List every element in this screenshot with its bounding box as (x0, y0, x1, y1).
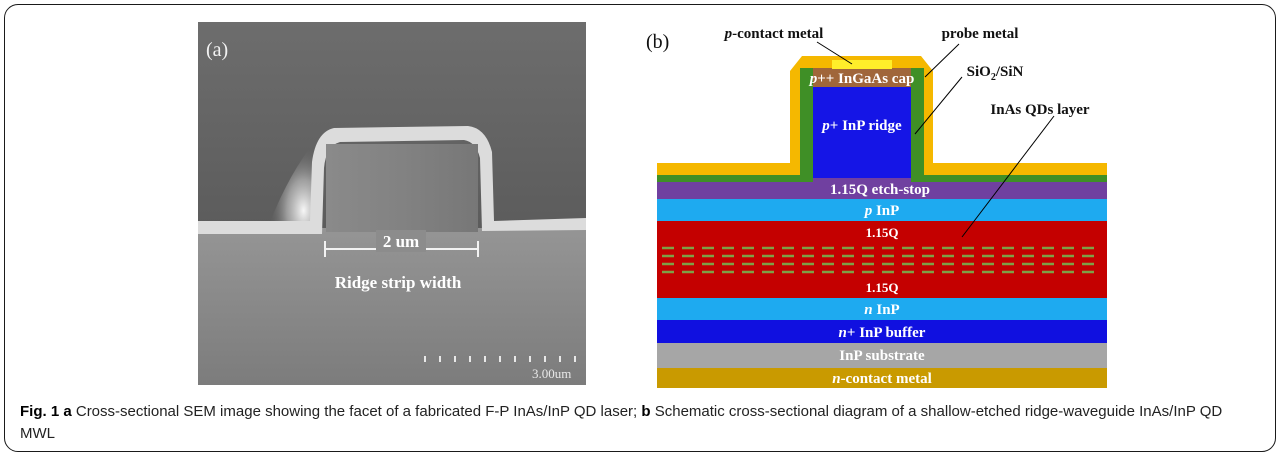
callout-sio2 (914, 76, 963, 135)
figure-caption: Fig. 1 a Cross-sectional SEM image showi… (20, 401, 1260, 445)
sem-coating (198, 126, 586, 234)
cap-label: p++ InGaAs cap (808, 71, 915, 87)
n-inp-layer (657, 298, 1107, 320)
caption-a-letter: a (63, 403, 72, 420)
p-contact-label: p-contact metal (723, 26, 824, 42)
sio2-right-wall (911, 68, 924, 180)
qd-dashes (662, 246, 1102, 274)
scale-label: 3.00um (532, 366, 571, 381)
q-top-label: 1.15Q (866, 225, 899, 240)
scale-bar (424, 356, 576, 362)
callout-probe (924, 43, 960, 78)
sem-ridge (326, 144, 478, 232)
q-layer (657, 221, 1107, 298)
caption-fig-label: Fig. 1 (20, 403, 60, 420)
substrate-label: InP substrate (839, 348, 925, 364)
buffer-layer (657, 320, 1107, 343)
caption-b-letter: b (641, 403, 651, 420)
substrate-layer-fix (657, 343, 1107, 368)
measure-label: 2 um (383, 232, 419, 251)
n-inp-label: n InP (864, 302, 899, 318)
caption-a-text: Cross-sectional SEM image showing the fa… (71, 403, 642, 420)
sem-image-panel: (a) 2 um Ridge strip width 3.00um (198, 22, 586, 385)
etch-stop-green-right (911, 175, 1107, 182)
sio2-left-wall (800, 68, 813, 180)
inp-ridge (813, 87, 911, 178)
etch-stop-green-left (657, 175, 813, 182)
p-inp-layer (657, 199, 1107, 221)
caption-b-text: Schematic cross-sectional diagram of a s… (20, 403, 1223, 442)
callout-qd (961, 115, 1055, 238)
buffer-label: n+ InP buffer (839, 325, 926, 341)
sem-letter: (a) (206, 39, 228, 61)
n-contact-label: n-contact metal (832, 371, 932, 387)
sio2-label: SiO2/SiN (967, 64, 1024, 83)
ridge-label: p+ InP ridge (820, 118, 902, 134)
n-contact-layer (657, 368, 1107, 388)
p-inp-label: p InP (863, 203, 900, 219)
probe-metal-label: probe metal (942, 26, 1019, 42)
schematic-panel: (b) p-contact metal probe metal p++ InGa… (646, 26, 1107, 388)
etch-stop-label: 1.15Q etch-stop (830, 182, 930, 198)
sem-charging-glow (270, 140, 318, 228)
callout-p-contact (816, 41, 853, 65)
ridge-width-label: Ridge strip width (335, 273, 462, 292)
p-contact-metal (832, 60, 892, 69)
schematic-letter: (b) (646, 31, 669, 53)
ingaas-cap (813, 68, 911, 87)
sem-substrate (198, 228, 586, 385)
q-bottom-label: 1.15Q (866, 280, 899, 295)
measure-label-bg (376, 230, 426, 252)
qd-layer-label: InAs QDs layer (990, 102, 1090, 118)
